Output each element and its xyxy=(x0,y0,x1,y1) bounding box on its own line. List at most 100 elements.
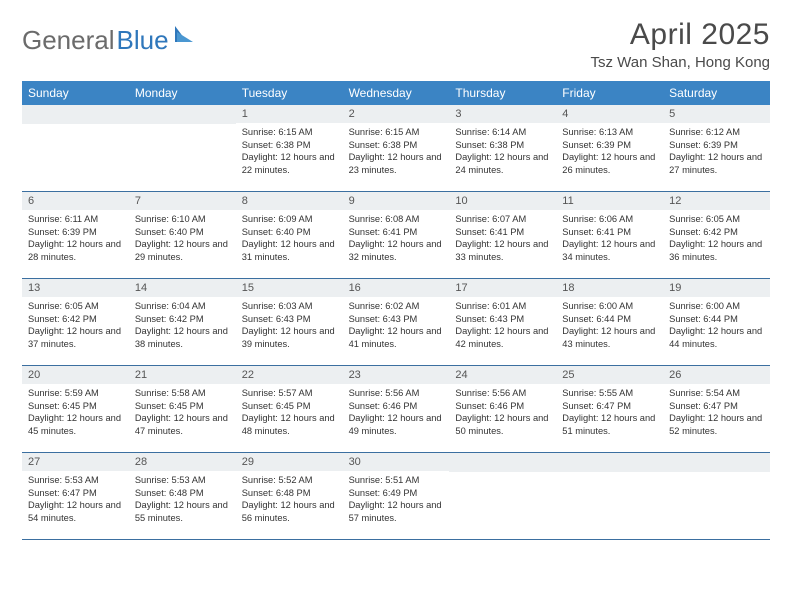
sunrise-line: Sunrise: 6:15 AM xyxy=(242,126,337,139)
day-number: 19 xyxy=(663,279,770,297)
weeks-container: 1Sunrise: 6:15 AMSunset: 6:38 PMDaylight… xyxy=(22,105,770,540)
sunset-line: Sunset: 6:46 PM xyxy=(349,400,444,413)
sunrise-line: Sunrise: 5:55 AM xyxy=(562,387,657,400)
sunrise-line: Sunrise: 6:07 AM xyxy=(455,213,550,226)
sunset-line: Sunset: 6:38 PM xyxy=(242,139,337,152)
day-body: Sunrise: 5:53 AMSunset: 6:47 PMDaylight:… xyxy=(22,471,129,528)
day-body: Sunrise: 6:07 AMSunset: 6:41 PMDaylight:… xyxy=(449,210,556,267)
day-number: 18 xyxy=(556,279,663,297)
day-body: Sunrise: 5:56 AMSunset: 6:46 PMDaylight:… xyxy=(449,384,556,441)
day-number: 21 xyxy=(129,366,236,384)
sunset-line: Sunset: 6:41 PM xyxy=(349,226,444,239)
day-number xyxy=(449,453,556,472)
day-body: Sunrise: 6:09 AMSunset: 6:40 PMDaylight:… xyxy=(236,210,343,267)
day-body: Sunrise: 6:08 AMSunset: 6:41 PMDaylight:… xyxy=(343,210,450,267)
day-cell: 30Sunrise: 5:51 AMSunset: 6:49 PMDayligh… xyxy=(343,453,450,539)
day-number: 11 xyxy=(556,192,663,210)
sunset-line: Sunset: 6:44 PM xyxy=(669,313,764,326)
day-cell xyxy=(449,453,556,539)
sunrise-line: Sunrise: 6:04 AM xyxy=(135,300,230,313)
sunrise-line: Sunrise: 6:05 AM xyxy=(669,213,764,226)
daylight-line: Daylight: 12 hours and 27 minutes. xyxy=(669,151,764,176)
daylight-line: Daylight: 12 hours and 54 minutes. xyxy=(28,499,123,524)
day-number: 12 xyxy=(663,192,770,210)
day-body: Sunrise: 6:00 AMSunset: 6:44 PMDaylight:… xyxy=(663,297,770,354)
day-number xyxy=(129,105,236,124)
sunset-line: Sunset: 6:41 PM xyxy=(562,226,657,239)
day-body: Sunrise: 6:06 AMSunset: 6:41 PMDaylight:… xyxy=(556,210,663,267)
sunrise-line: Sunrise: 6:09 AM xyxy=(242,213,337,226)
day-cell: 20Sunrise: 5:59 AMSunset: 6:45 PMDayligh… xyxy=(22,366,129,452)
dow-cell: Thursday xyxy=(449,81,556,105)
sunset-line: Sunset: 6:42 PM xyxy=(669,226,764,239)
day-cell xyxy=(22,105,129,191)
week-row: 13Sunrise: 6:05 AMSunset: 6:42 PMDayligh… xyxy=(22,279,770,366)
day-body: Sunrise: 5:59 AMSunset: 6:45 PMDaylight:… xyxy=(22,384,129,441)
day-number: 8 xyxy=(236,192,343,210)
day-cell: 23Sunrise: 5:56 AMSunset: 6:46 PMDayligh… xyxy=(343,366,450,452)
daylight-line: Daylight: 12 hours and 31 minutes. xyxy=(242,238,337,263)
daylight-line: Daylight: 12 hours and 45 minutes. xyxy=(28,412,123,437)
day-cell: 9Sunrise: 6:08 AMSunset: 6:41 PMDaylight… xyxy=(343,192,450,278)
sunrise-line: Sunrise: 6:03 AM xyxy=(242,300,337,313)
day-body: Sunrise: 6:04 AMSunset: 6:42 PMDaylight:… xyxy=(129,297,236,354)
dow-cell: Saturday xyxy=(663,81,770,105)
logo-text-b: Blue xyxy=(117,25,169,56)
day-number: 13 xyxy=(22,279,129,297)
sunrise-line: Sunrise: 5:58 AM xyxy=(135,387,230,400)
sunrise-line: Sunrise: 6:11 AM xyxy=(28,213,123,226)
day-number: 26 xyxy=(663,366,770,384)
sunset-line: Sunset: 6:45 PM xyxy=(135,400,230,413)
day-cell: 29Sunrise: 5:52 AMSunset: 6:48 PMDayligh… xyxy=(236,453,343,539)
day-body: Sunrise: 6:05 AMSunset: 6:42 PMDaylight:… xyxy=(22,297,129,354)
header-row: GeneralBlue April 2025 Tsz Wan Shan, Hon… xyxy=(22,18,770,71)
sunset-line: Sunset: 6:39 PM xyxy=(562,139,657,152)
day-body: Sunrise: 6:11 AMSunset: 6:39 PMDaylight:… xyxy=(22,210,129,267)
sunrise-line: Sunrise: 5:56 AM xyxy=(349,387,444,400)
logo-text-a: General xyxy=(22,25,115,56)
sunrise-line: Sunrise: 5:53 AM xyxy=(28,474,123,487)
day-number xyxy=(556,453,663,472)
dow-cell: Friday xyxy=(556,81,663,105)
day-number: 15 xyxy=(236,279,343,297)
day-cell: 12Sunrise: 6:05 AMSunset: 6:42 PMDayligh… xyxy=(663,192,770,278)
day-cell: 6Sunrise: 6:11 AMSunset: 6:39 PMDaylight… xyxy=(22,192,129,278)
week-row: 20Sunrise: 5:59 AMSunset: 6:45 PMDayligh… xyxy=(22,366,770,453)
sunset-line: Sunset: 6:47 PM xyxy=(669,400,764,413)
day-number: 16 xyxy=(343,279,450,297)
dow-cell: Sunday xyxy=(22,81,129,105)
day-number: 28 xyxy=(129,453,236,471)
day-number: 10 xyxy=(449,192,556,210)
sunrise-line: Sunrise: 5:51 AM xyxy=(349,474,444,487)
day-body: Sunrise: 5:53 AMSunset: 6:48 PMDaylight:… xyxy=(129,471,236,528)
day-number xyxy=(663,453,770,472)
day-body: Sunrise: 6:10 AMSunset: 6:40 PMDaylight:… xyxy=(129,210,236,267)
sunrise-line: Sunrise: 5:53 AM xyxy=(135,474,230,487)
day-body: Sunrise: 5:58 AMSunset: 6:45 PMDaylight:… xyxy=(129,384,236,441)
sunset-line: Sunset: 6:43 PM xyxy=(455,313,550,326)
daylight-line: Daylight: 12 hours and 50 minutes. xyxy=(455,412,550,437)
sunset-line: Sunset: 6:42 PM xyxy=(28,313,123,326)
week-row: 27Sunrise: 5:53 AMSunset: 6:47 PMDayligh… xyxy=(22,453,770,540)
day-cell: 5Sunrise: 6:12 AMSunset: 6:39 PMDaylight… xyxy=(663,105,770,191)
day-number: 5 xyxy=(663,105,770,123)
sunrise-line: Sunrise: 5:56 AM xyxy=(455,387,550,400)
sunrise-line: Sunrise: 6:14 AM xyxy=(455,126,550,139)
sunrise-line: Sunrise: 6:02 AM xyxy=(349,300,444,313)
day-number: 9 xyxy=(343,192,450,210)
day-cell: 15Sunrise: 6:03 AMSunset: 6:43 PMDayligh… xyxy=(236,279,343,365)
day-cell: 10Sunrise: 6:07 AMSunset: 6:41 PMDayligh… xyxy=(449,192,556,278)
sunset-line: Sunset: 6:48 PM xyxy=(242,487,337,500)
location: Tsz Wan Shan, Hong Kong xyxy=(590,54,770,71)
day-number: 25 xyxy=(556,366,663,384)
day-body: Sunrise: 6:01 AMSunset: 6:43 PMDaylight:… xyxy=(449,297,556,354)
daylight-line: Daylight: 12 hours and 57 minutes. xyxy=(349,499,444,524)
month-title: April 2025 xyxy=(590,18,770,52)
day-cell: 26Sunrise: 5:54 AMSunset: 6:47 PMDayligh… xyxy=(663,366,770,452)
sunrise-line: Sunrise: 6:01 AM xyxy=(455,300,550,313)
day-number: 2 xyxy=(343,105,450,123)
sunrise-line: Sunrise: 6:06 AM xyxy=(562,213,657,226)
sunrise-line: Sunrise: 6:15 AM xyxy=(349,126,444,139)
day-body: Sunrise: 5:52 AMSunset: 6:48 PMDaylight:… xyxy=(236,471,343,528)
daylight-line: Daylight: 12 hours and 44 minutes. xyxy=(669,325,764,350)
